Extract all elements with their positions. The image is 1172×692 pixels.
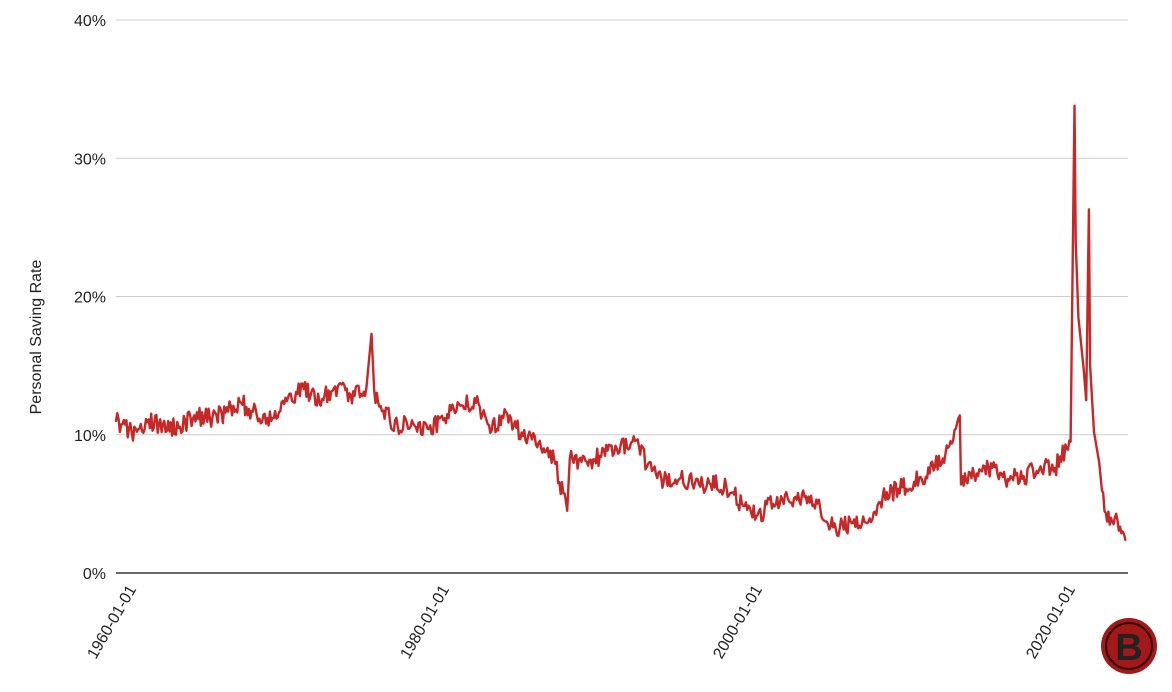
- x-tick-label: 2020-01-01: [1023, 582, 1079, 661]
- series-line-0: [114, 104, 1127, 541]
- logo-inner-circle: [1105, 622, 1153, 670]
- y-tick-label: 0%: [83, 566, 106, 583]
- watermark-logo: B: [1101, 618, 1157, 674]
- logo-outer-circle: [1101, 618, 1157, 674]
- y-axis-label: Personal Saving Rate: [28, 260, 45, 415]
- x-tick-label: 1960-01-01: [84, 582, 140, 661]
- x-tick-label: 2000-01-01: [710, 582, 766, 661]
- x-tick-label: 1980-01-01: [397, 582, 453, 661]
- y-tick-labels: 0% 10% 20% 30% 40%: [74, 13, 106, 583]
- y-tick-label: 30%: [74, 151, 106, 168]
- y-tick-label: 40%: [74, 13, 106, 30]
- x-tick-labels: 1960-01-01 1980-01-01 2000-01-01 2020-01-01: [84, 582, 1079, 661]
- logo-letter: B: [1115, 627, 1142, 669]
- y-tick-label: 10%: [74, 428, 106, 445]
- series-layer: [114, 104, 1127, 541]
- y-tick-label: 20%: [74, 290, 106, 307]
- grid-lines: [116, 19, 1128, 436]
